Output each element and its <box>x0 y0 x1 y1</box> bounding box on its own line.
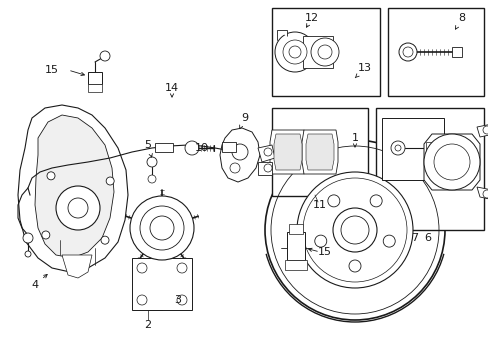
Polygon shape <box>302 130 337 174</box>
Bar <box>155 143 173 152</box>
Circle shape <box>394 145 400 151</box>
Circle shape <box>148 175 156 183</box>
Circle shape <box>264 140 444 320</box>
Bar <box>285 260 306 270</box>
Bar <box>222 142 236 152</box>
Bar <box>271 108 367 196</box>
Text: 8: 8 <box>454 13 465 29</box>
Circle shape <box>42 231 50 239</box>
Polygon shape <box>305 134 333 170</box>
Circle shape <box>327 195 339 207</box>
Bar <box>271 8 379 96</box>
Text: 6: 6 <box>424 233 430 243</box>
Bar <box>88 72 102 84</box>
Circle shape <box>317 45 331 59</box>
Bar <box>288 224 303 234</box>
Circle shape <box>100 51 110 61</box>
Circle shape <box>390 141 404 155</box>
Circle shape <box>137 295 147 305</box>
Circle shape <box>340 216 368 244</box>
Text: 14: 14 <box>164 83 179 97</box>
Circle shape <box>398 43 416 61</box>
Circle shape <box>433 144 469 180</box>
Circle shape <box>348 260 360 272</box>
Polygon shape <box>258 162 271 175</box>
Bar <box>387 8 483 96</box>
Circle shape <box>383 235 394 247</box>
Circle shape <box>423 134 479 190</box>
Circle shape <box>296 172 412 288</box>
Bar <box>303 36 332 68</box>
Text: 7: 7 <box>410 233 418 243</box>
Bar <box>381 118 443 180</box>
Circle shape <box>23 233 33 243</box>
Text: 15: 15 <box>45 65 59 75</box>
Polygon shape <box>35 115 114 258</box>
Text: 1: 1 <box>351 133 358 147</box>
Circle shape <box>264 164 271 172</box>
Circle shape <box>130 196 194 260</box>
Circle shape <box>47 172 55 180</box>
Circle shape <box>177 295 186 305</box>
Bar <box>88 84 102 92</box>
Text: 12: 12 <box>305 13 318 27</box>
Circle shape <box>177 263 186 273</box>
Text: 9: 9 <box>239 113 248 129</box>
Text: 11: 11 <box>312 200 326 210</box>
Circle shape <box>283 40 306 64</box>
Circle shape <box>147 157 157 167</box>
Circle shape <box>184 141 199 155</box>
Circle shape <box>140 206 183 250</box>
Polygon shape <box>476 187 488 200</box>
Text: 15: 15 <box>317 247 331 257</box>
Circle shape <box>314 235 326 247</box>
Circle shape <box>482 126 488 134</box>
Polygon shape <box>273 134 302 170</box>
Polygon shape <box>220 128 260 182</box>
Polygon shape <box>476 124 488 137</box>
Circle shape <box>68 198 88 218</box>
Polygon shape <box>276 30 286 36</box>
Circle shape <box>25 251 31 257</box>
Bar <box>132 258 192 310</box>
Bar <box>425 142 437 154</box>
Circle shape <box>229 163 240 173</box>
Bar <box>286 232 305 260</box>
Polygon shape <box>269 130 305 174</box>
Circle shape <box>231 144 247 160</box>
Bar <box>375 108 483 230</box>
Circle shape <box>402 47 412 57</box>
Text: 2: 2 <box>144 320 151 330</box>
Circle shape <box>482 190 488 198</box>
Polygon shape <box>423 134 479 190</box>
Text: 4: 4 <box>31 274 47 290</box>
Circle shape <box>310 38 338 66</box>
Text: 3: 3 <box>174 295 181 305</box>
Circle shape <box>274 32 314 72</box>
Circle shape <box>101 236 109 244</box>
Circle shape <box>288 46 301 58</box>
Text: 10: 10 <box>195 143 208 153</box>
Circle shape <box>106 177 114 185</box>
Polygon shape <box>258 145 274 162</box>
Text: 5: 5 <box>144 140 152 157</box>
Circle shape <box>137 263 147 273</box>
Polygon shape <box>18 105 128 272</box>
Bar <box>451 47 461 57</box>
Circle shape <box>369 195 382 207</box>
Circle shape <box>332 208 376 252</box>
Polygon shape <box>62 255 92 278</box>
Circle shape <box>56 186 100 230</box>
Text: 13: 13 <box>354 63 371 78</box>
Circle shape <box>264 148 271 156</box>
Circle shape <box>150 216 174 240</box>
